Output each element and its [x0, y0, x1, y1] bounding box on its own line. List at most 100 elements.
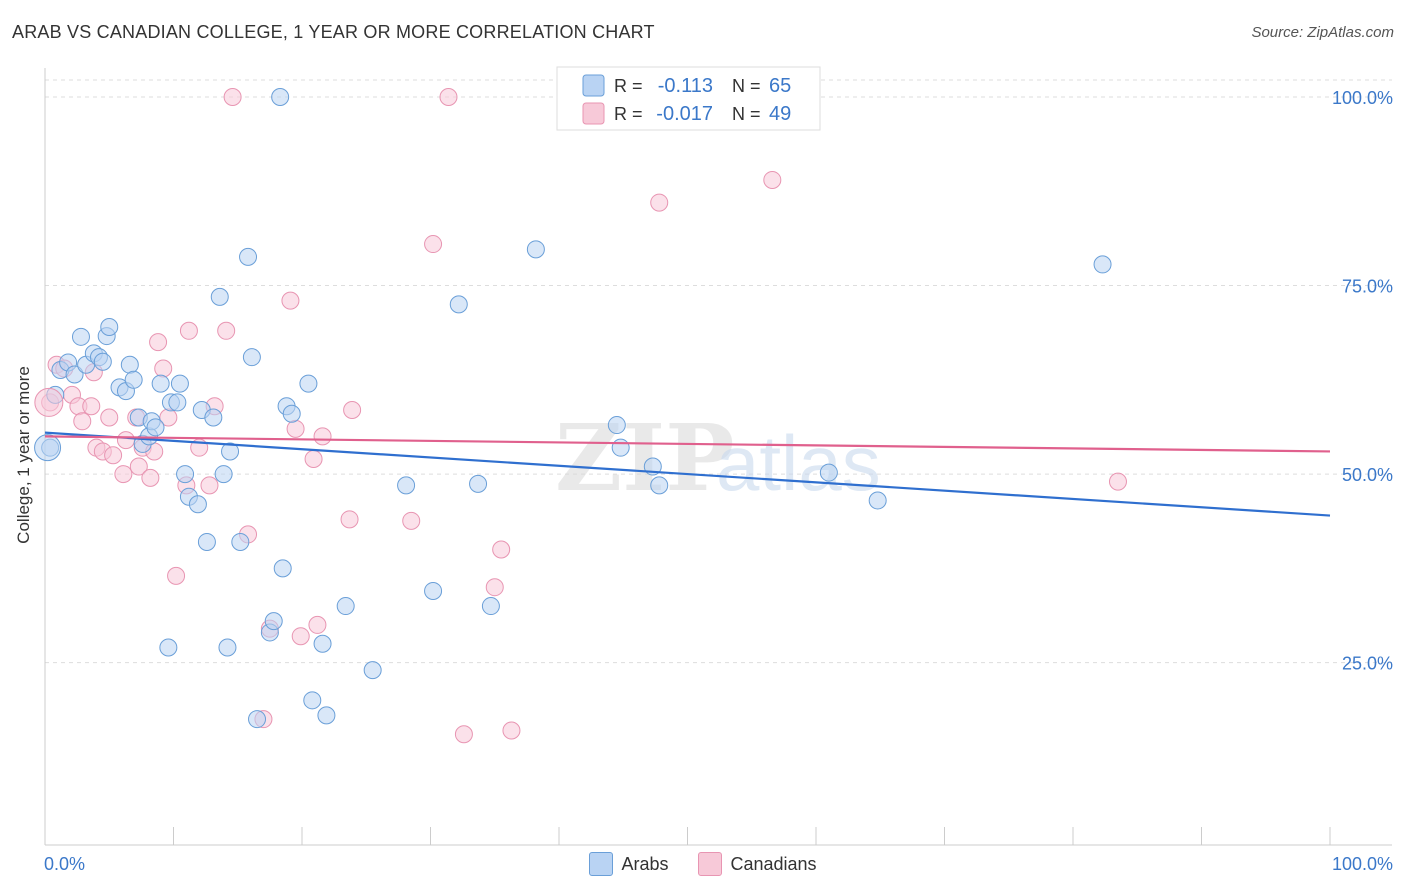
canadians-point: [154, 359, 173, 378]
arabs-point-large: [34, 434, 62, 462]
arabs-point: [197, 532, 216, 551]
n-value: 65: [769, 75, 791, 97]
canadians-point: [1108, 472, 1127, 491]
arabs-point: [271, 88, 290, 106]
arabs-point: [239, 247, 258, 266]
y-tick-label: 50.0%: [1342, 465, 1393, 485]
arabs-point: [71, 327, 90, 346]
canadians-point: [100, 408, 119, 427]
r-value: -0.113: [658, 75, 713, 97]
arabs-point: [526, 240, 545, 259]
x-tick-label-max: 100.0%: [1332, 854, 1393, 874]
arabs-point: [176, 465, 195, 484]
arabs-point: [204, 408, 223, 427]
canadians-trend-line: [44, 435, 1331, 453]
chart-title: ARAB VS CANADIAN COLLEGE, 1 YEAR OR MORE…: [12, 22, 655, 42]
canadians-point: [343, 400, 362, 419]
canadians-point: [439, 88, 458, 106]
canadians-point: [129, 457, 148, 476]
watermark-zip: ZIP: [555, 404, 734, 512]
canadians-point-large: [34, 387, 64, 417]
canadians-point: [281, 291, 300, 310]
canadians-point: [223, 88, 242, 106]
watermark-atlas: atlas: [716, 419, 881, 507]
trend-lines: [44, 431, 1331, 517]
canadians-point: [485, 578, 504, 597]
arabs-point: [93, 352, 112, 371]
arabs-point: [120, 355, 139, 374]
arabs-point: [469, 474, 488, 493]
canadians-point: [502, 721, 521, 740]
arabs-swatch: [589, 852, 614, 876]
legend-label-arabs: Arabs: [621, 853, 669, 874]
canadians-point: [286, 419, 305, 438]
series-legend: Arabs Canadians: [0, 852, 1406, 876]
arabs-trend-line: [44, 431, 1331, 517]
canadians-point: [116, 431, 135, 450]
arabs-point: [1093, 255, 1112, 274]
arabs-point: [264, 612, 283, 631]
n-label: N =: [732, 104, 761, 124]
arabs-point: [124, 370, 143, 389]
y-tick-label: 25.0%: [1342, 654, 1393, 674]
arabs-point: [819, 463, 838, 482]
arabs-point: [282, 404, 301, 423]
arabs-point: [481, 597, 500, 616]
arabs-point: [168, 393, 187, 412]
r-label: R =: [614, 76, 643, 96]
arabs-point: [611, 438, 630, 457]
arabs-point: [242, 348, 261, 367]
canadians-point: [454, 725, 473, 744]
canadians-point: [650, 193, 669, 212]
arabs-point: [146, 418, 165, 437]
legend-item-canadians: Canadians: [698, 852, 817, 876]
arabs-point: [336, 597, 355, 616]
canadians-point: [304, 449, 323, 468]
canadians-point: [313, 427, 332, 446]
arabs-point: [231, 532, 250, 551]
canadians-point: [149, 333, 168, 352]
arabs-point: [170, 374, 189, 393]
canadians-point: [340, 510, 359, 529]
arabs-point: [221, 442, 240, 461]
canadians-point: [141, 468, 160, 487]
arabs-point: [299, 374, 318, 393]
arabs-point: [650, 476, 669, 495]
canadians-point: [114, 465, 133, 484]
arabs-point: [397, 476, 416, 495]
canadians-point: [402, 511, 421, 530]
chart-source: Source: ZipAtlas.com: [1251, 24, 1394, 41]
arabs-point: [273, 559, 292, 578]
arabs-point: [363, 661, 382, 680]
canadians-point: [492, 540, 511, 559]
canadians-point: [179, 321, 198, 340]
legend-label-canadians: Canadians: [730, 853, 817, 874]
canadians-point: [424, 235, 443, 254]
canadians-point: [167, 566, 186, 585]
canadians-legend-swatch: [582, 102, 605, 125]
canadians-point: [104, 446, 123, 465]
y-tick-label: 75.0%: [1342, 277, 1393, 297]
y-tick-label: 100.0%: [1332, 88, 1393, 108]
data-points: [34, 88, 1127, 744]
gridlines: [45, 79, 1392, 664]
legend-item-arabs: Arabs: [589, 852, 668, 876]
arabs-point: [100, 318, 119, 337]
arabs-point: [65, 365, 84, 384]
n-label: N =: [732, 76, 761, 96]
arabs-point: [317, 706, 336, 725]
arabs-point: [248, 710, 267, 729]
n-value: 49: [769, 103, 791, 125]
arabs-legend-swatch: [582, 74, 605, 97]
x-tick-label-min: 0.0%: [44, 854, 85, 874]
canadians-point: [82, 397, 101, 416]
canadians-point: [73, 412, 92, 431]
arabs-point: [210, 287, 229, 306]
arabs-point: [313, 634, 332, 653]
arabs-point: [214, 465, 233, 484]
canadians-point: [291, 627, 310, 646]
arabs-point: [607, 416, 626, 435]
arabs-point: [424, 581, 443, 600]
arabs-point: [868, 491, 887, 510]
